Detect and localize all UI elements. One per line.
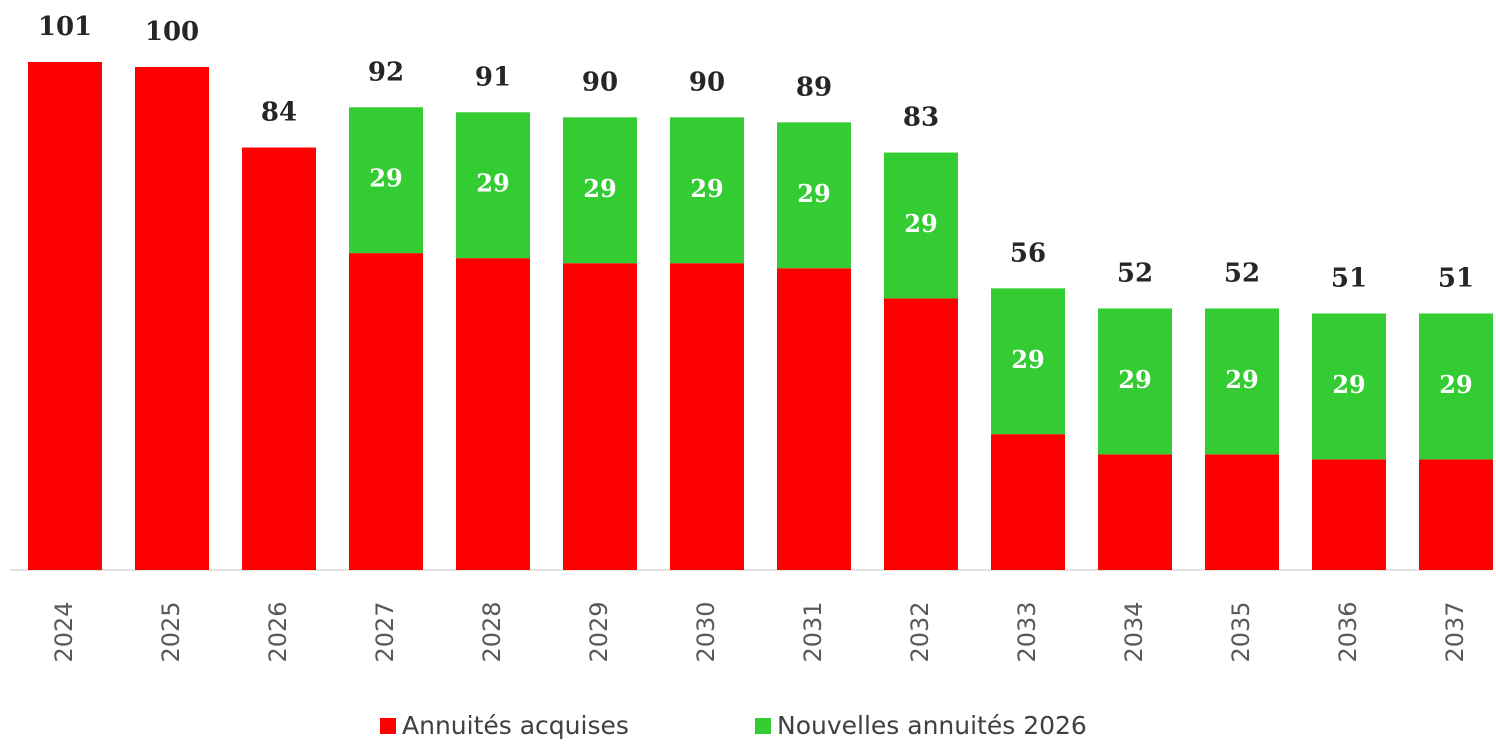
- x-tick-label: 2030: [692, 601, 720, 662]
- segment-label: 29: [1439, 370, 1472, 399]
- bar-segment: [777, 122, 851, 269]
- segment-label: 29: [904, 209, 937, 238]
- bar-segment: [563, 117, 637, 264]
- total-label: 90: [582, 67, 618, 97]
- x-tick-label: 2036: [1334, 601, 1362, 662]
- total-label: 90: [689, 67, 725, 97]
- bar-segment: [1205, 308, 1279, 455]
- segment-label: 29: [690, 174, 723, 203]
- x-tick-label: 2033: [1013, 601, 1041, 662]
- x-tick-label: 2024: [50, 601, 78, 662]
- bar-segment: [1098, 454, 1172, 570]
- segment-label: 29: [1118, 365, 1151, 394]
- segment-label: 29: [369, 164, 402, 193]
- total-label: 91: [475, 62, 511, 92]
- total-label: 52: [1224, 258, 1260, 288]
- total-label: 100: [145, 17, 199, 47]
- x-tick-label: 2027: [371, 601, 399, 662]
- bar-segment: [1098, 308, 1172, 455]
- legend-swatch: [755, 718, 771, 734]
- segment-label: 29: [797, 179, 830, 208]
- total-label: 51: [1438, 263, 1474, 293]
- x-tick-label: 2032: [906, 601, 934, 662]
- x-tick-label: 2034: [1120, 601, 1148, 662]
- bar-segment: [242, 147, 316, 570]
- total-label: 84: [261, 98, 297, 128]
- x-tick-label: 2028: [478, 601, 506, 662]
- legend-label: Annuités acquises: [402, 711, 629, 740]
- total-label: 83: [903, 103, 939, 133]
- bar-segment: [563, 263, 637, 570]
- bar-segment: [28, 62, 102, 570]
- bar-segment: [777, 268, 851, 570]
- total-label: 101: [38, 12, 92, 42]
- bar-segment: [884, 298, 958, 570]
- bar-segment: [1419, 313, 1493, 460]
- x-tick-label: 2029: [585, 601, 613, 662]
- bar-segment: [1419, 459, 1493, 570]
- segment-label: 29: [1011, 345, 1044, 374]
- bar-segment: [349, 107, 423, 254]
- segment-label: 29: [1225, 365, 1258, 394]
- bar-segment: [456, 112, 530, 259]
- total-label: 89: [796, 72, 832, 102]
- legend-label: Nouvelles annuités 2026: [777, 711, 1087, 740]
- bar-segment: [1312, 459, 1386, 570]
- total-label: 92: [368, 57, 404, 87]
- bar-segment: [135, 67, 209, 571]
- x-tick-label: 2031: [799, 601, 827, 662]
- bar-segment: [349, 253, 423, 570]
- x-tick-label: 2037: [1441, 601, 1469, 662]
- total-label: 51: [1331, 263, 1367, 293]
- total-label: 56: [1010, 238, 1046, 268]
- bar-segment: [1312, 313, 1386, 460]
- x-tick-label: 2026: [264, 601, 292, 662]
- bar-segment: [670, 263, 744, 570]
- x-tick-label: 2035: [1227, 601, 1255, 662]
- bar-segment: [456, 258, 530, 570]
- bar-segment: [991, 434, 1065, 570]
- bar-segment: [991, 288, 1065, 435]
- legend-swatch: [380, 718, 396, 734]
- x-tick-label: 2025: [157, 601, 185, 662]
- bar-segment: [670, 117, 744, 264]
- segment-label: 29: [583, 174, 616, 203]
- bar-segment: [1205, 454, 1279, 570]
- segment-label: 29: [476, 169, 509, 198]
- bar-segment: [884, 152, 958, 299]
- total-label: 52: [1117, 258, 1153, 288]
- segment-label: 29: [1332, 370, 1365, 399]
